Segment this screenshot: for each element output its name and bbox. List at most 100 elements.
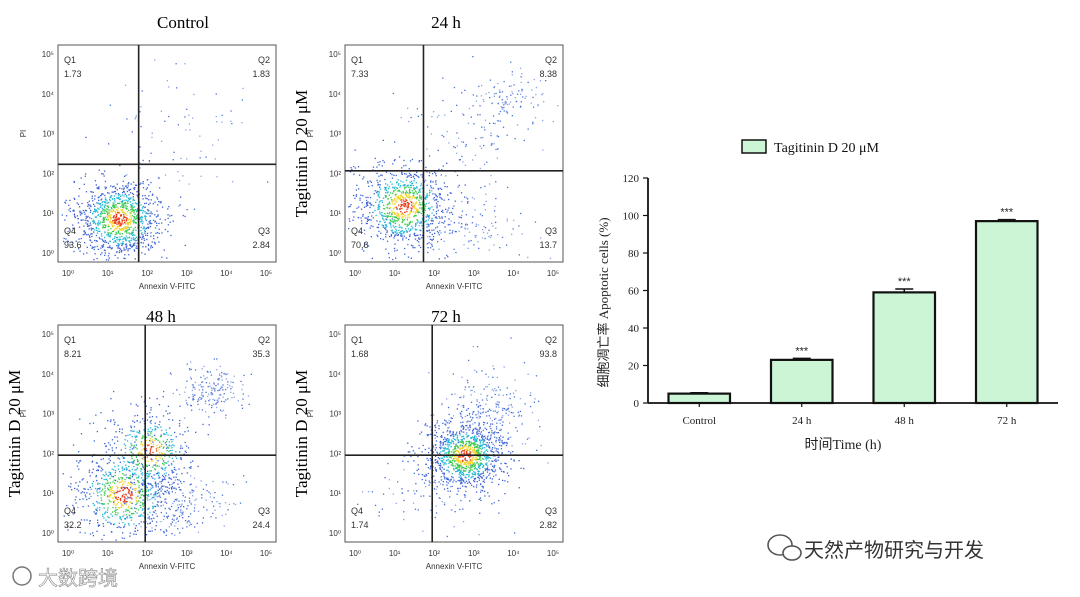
quadrant-q1-value: 1.68 — [351, 349, 369, 359]
quadrant-q3-value: 2.82 — [539, 520, 557, 530]
x-tick-label: 10² — [428, 549, 440, 558]
x-tick-label: 10⁴ — [220, 549, 233, 558]
plot-frame — [344, 44, 564, 263]
quadrant-q1-name: Q1 — [351, 335, 363, 345]
flow-panel: Control Q1 1.73 Q2 1.83 Q3 2.84 Q4 93.6 10⁰ 10⁰ 10¹… — [19, 13, 277, 291]
y-tick-label: 10³ — [42, 410, 54, 419]
x-tick-label: 10⁰ — [349, 549, 361, 558]
bar — [667, 392, 732, 405]
quadrant-q4-value: 32.2 — [64, 520, 82, 530]
x-tick-label: 10⁵ — [260, 269, 272, 278]
y-tick-label: 10¹ — [329, 489, 341, 498]
watermark-right-text: 天然产物研究与开发 — [804, 538, 984, 562]
bar — [974, 220, 1039, 405]
x-tick-label: 24 h — [792, 415, 812, 427]
bar — [769, 358, 834, 405]
y-tick-label: 10⁴ — [329, 370, 342, 379]
watermark-right: 天然产物研究与开发 — [767, 534, 984, 562]
y-tick-label: 10² — [329, 449, 341, 458]
x-tick-label: 10⁴ — [507, 269, 520, 278]
panel-title: Control — [157, 13, 209, 32]
bar — [872, 291, 937, 405]
y-tick-label: 10² — [42, 449, 54, 458]
y-tick-label: 10⁰ — [329, 249, 341, 258]
x-tick-label: 10³ — [468, 269, 480, 278]
quadrant-q4-name: Q4 — [351, 226, 363, 236]
significance-label: *** — [795, 345, 809, 357]
x-tick-label: 10² — [141, 269, 153, 278]
y-tick-label: 10⁴ — [329, 90, 342, 99]
quadrant-q1-name: Q1 — [351, 55, 363, 65]
y-tick-label: 10⁰ — [329, 529, 341, 538]
x-tick-label: 10⁰ — [62, 549, 74, 558]
y-tick-label: 10³ — [42, 130, 54, 139]
legend-label: Tagitinin D 20 μM — [774, 141, 879, 156]
x-tick-label: 10⁵ — [547, 269, 559, 278]
y-tick-label: 10⁴ — [42, 90, 55, 99]
x-tick-label: 10¹ — [389, 269, 401, 278]
y-axis-label: PI — [19, 410, 28, 418]
x-tick-label: 10³ — [468, 549, 480, 558]
quadrant-q1-name: Q1 — [64, 335, 76, 345]
x-tick-label: 48 h — [895, 415, 915, 427]
panel-title: 48 h — [146, 307, 176, 326]
quadrant-q3-name: Q3 — [258, 226, 270, 236]
y-tick-label: 10³ — [329, 130, 341, 139]
x-axis-title: 时间Time (h) — [805, 437, 882, 453]
quadrant-q2-name: Q2 — [258, 335, 270, 345]
y-axis-label: PI — [19, 130, 28, 138]
quadrant-q2-value: 8.38 — [539, 69, 557, 79]
x-tick-label: 10² — [141, 549, 153, 558]
x-tick-label: 10¹ — [389, 549, 401, 558]
flow-panel: 72 h Tagitinin D 20 μM Q1 1.68 Q2 93.8 Q3 2.82 Q… — [292, 307, 564, 571]
y-tick-label: 100 — [623, 211, 640, 223]
y-tick-label: 40 — [628, 323, 640, 335]
quadrant-q1-name: Q1 — [64, 55, 76, 65]
x-tick-label: 10² — [428, 269, 440, 278]
y-tick-label: 120 — [623, 173, 640, 185]
x-tick-label: 72 h — [997, 415, 1017, 427]
quadrant-q4-name: Q4 — [351, 506, 363, 516]
y-tick-label: 10⁰ — [42, 249, 54, 258]
quadrant-q1-value: 7.33 — [351, 69, 369, 79]
wechat-icon — [767, 534, 793, 556]
quadrant-q4-name: Q4 — [64, 226, 76, 236]
quadrant-q4-value: 1.74 — [351, 520, 369, 530]
quadrant-q2-value: 1.83 — [252, 69, 270, 79]
chat-bubble-icon — [12, 566, 32, 586]
y-tick-label: 60 — [628, 286, 640, 298]
x-axis-label: Annexin V-FITC — [139, 562, 196, 571]
x-tick-label: 10¹ — [102, 269, 114, 278]
y-tick-label: 10² — [329, 169, 341, 178]
x-tick-label: 10⁵ — [547, 549, 559, 558]
quadrant-q3-value: 13.7 — [539, 240, 557, 250]
y-tick-label: 10¹ — [42, 489, 54, 498]
x-tick-label: 10⁰ — [349, 269, 361, 278]
treatment-side-label: Tagitinin D 20 μM — [292, 90, 311, 217]
watermark-left-text: 大数跨境 — [38, 566, 118, 590]
quadrant-q4-value: 93.6 — [64, 240, 82, 250]
quadrant-q3-value: 24.4 — [252, 520, 270, 530]
x-axis-label: Annexin V-FITC — [426, 282, 483, 291]
event-dots — [62, 358, 252, 541]
quadrant-q2-name: Q2 — [545, 335, 557, 345]
x-tick-label: 10⁵ — [260, 549, 272, 558]
significance-label: *** — [1000, 207, 1014, 219]
quadrant-q2-value: 35.3 — [252, 349, 270, 359]
bar-chart: Tagitinin D 20 μM 0 20 40 60 80 100 120 Control *… — [596, 139, 1058, 453]
y-tick-label: 80 — [628, 248, 640, 260]
quadrant-q4-value: 70.6 — [351, 240, 369, 250]
quadrant-q3-name: Q3 — [258, 506, 270, 516]
watermark-left: 大数跨境 — [12, 566, 118, 590]
plot-frame — [57, 44, 277, 263]
y-tick-label: 10⁵ — [42, 50, 54, 59]
y-tick-label: 10⁵ — [329, 50, 341, 59]
x-tick-label: 10⁰ — [62, 269, 74, 278]
treatment-side-label: Tagitinin D 20 μM — [292, 370, 311, 497]
treatment-side-label: Tagitinin D 20 μM — [5, 370, 24, 497]
flow-panel: 48 h Tagitinin D 20 μM Q1 8.21 Q2 35.3 Q3 24.4 Q… — [5, 307, 277, 571]
y-tick-label: 10⁰ — [42, 529, 54, 538]
event-dots — [348, 56, 559, 261]
y-tick-label: 0 — [634, 398, 640, 410]
x-tick-label: 10³ — [181, 549, 193, 558]
